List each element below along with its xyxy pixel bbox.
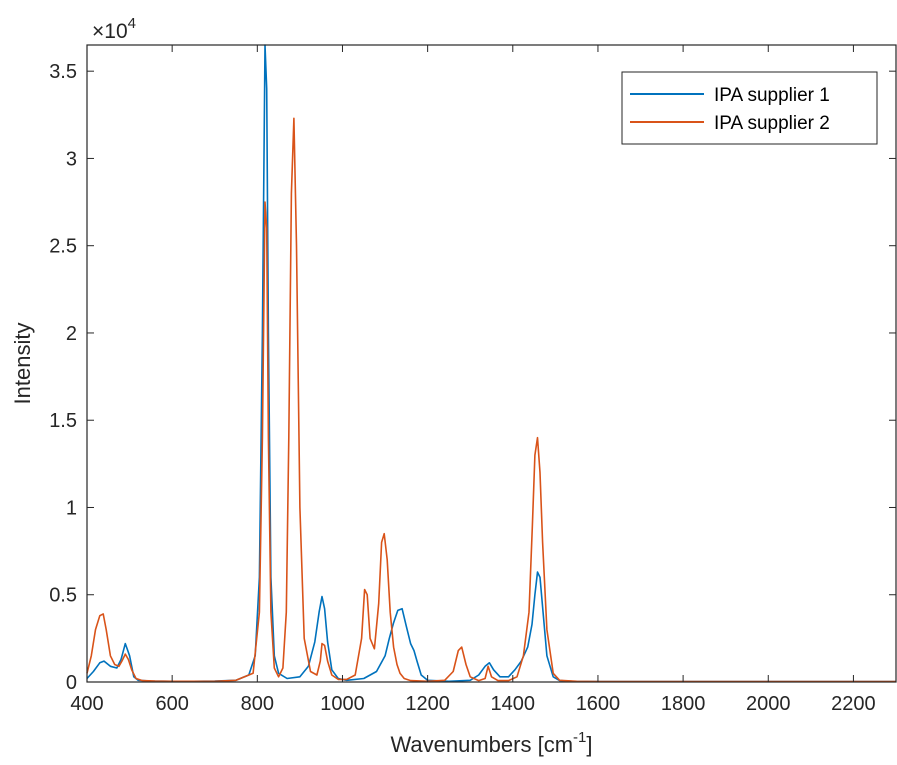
x-tick-label: 1000 [320,693,365,715]
series-line-2 [86,117,896,683]
legend-box [621,71,878,145]
x-tick-label: 1200 [405,693,450,715]
y-axis-label: Intensity [10,323,35,405]
y-exponent-label: ×104 [92,15,136,43]
y-tick-label: 2 [66,323,77,345]
x-tick-label: 400 [70,693,103,715]
plot-frame [86,44,897,683]
y-tick-label: 3 [66,148,77,170]
x-tick-label: 800 [241,693,274,715]
x-axis-label: Wavenumbers [cm-1] [390,729,592,757]
y-axis-ticks: 0 0.5 1 1.5 2 2.5 3 3.5 [49,61,896,694]
y-tick-label: 0.5 [49,585,77,607]
x-axis-ticks: 400 600 800 1000 1200 1400 1600 1800 2000 2200 [70,45,876,715]
legend: IPA supplier 1 IPA supplier 2 [621,71,878,145]
x-tick-label: 2200 [831,693,876,715]
y-tick-label: 0 [66,672,77,694]
x-tick-label: 1400 [491,693,536,715]
y-tick-label: 1.5 [49,410,77,432]
y-tick-label: 1 [66,497,77,519]
legend-label-supplier-1: IPA supplier 1 [714,85,830,106]
x-tick-label: 1600 [576,693,621,715]
x-tick-label: 2000 [746,693,791,715]
y-tick-label: 2.5 [49,236,77,258]
x-tick-label: 1800 [661,693,706,715]
legend-label-supplier-2: IPA supplier 2 [714,113,830,134]
y-tick-label: 3.5 [49,61,77,83]
plot-lines [86,44,896,683]
x-tick-label: 600 [155,693,188,715]
